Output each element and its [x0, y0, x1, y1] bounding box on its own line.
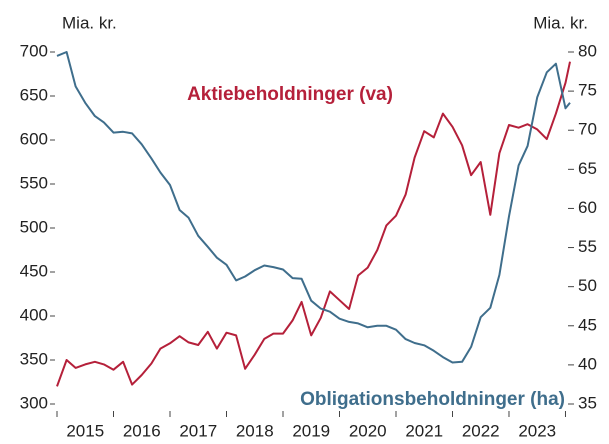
x-tick-label: 2022 [462, 421, 500, 440]
y2-tick-label: 55 [578, 237, 597, 256]
series-line [56, 51, 571, 364]
x-tick-label: 2023 [518, 421, 556, 440]
y-tick-label: 500 [20, 217, 48, 236]
x-tick-label: 2015 [66, 421, 104, 440]
y-tick-label: 600 [20, 129, 48, 148]
x-tick-label: 2020 [349, 421, 387, 440]
y-tick-label: 400 [20, 305, 48, 324]
x-tick-label: 2017 [179, 421, 217, 440]
y-tick-label: 650 [20, 85, 48, 104]
x-tick-label: 2018 [236, 421, 274, 440]
y2-tick-label: 45 [578, 315, 597, 334]
y2-axis-label: Mia. kr. [533, 13, 588, 32]
x-tick-label: 2019 [292, 421, 330, 440]
y2-tick-label: 60 [578, 198, 597, 217]
y2-tick-label: 80 [578, 41, 597, 60]
y2-tick-label: 70 [578, 120, 597, 139]
y-axis-label: Mia. kr. [62, 13, 117, 32]
x-tick-label: 2016 [123, 421, 161, 440]
y2-tick-label: 65 [578, 159, 597, 178]
y-tick-label: 300 [20, 393, 48, 412]
y2-tick-label: 35 [578, 393, 597, 412]
y-tick-label: 700 [20, 41, 48, 60]
y-tick-label: 350 [20, 349, 48, 368]
y2-tick-label: 50 [578, 276, 597, 295]
y-tick-label: 550 [20, 173, 48, 192]
x-tick-label: 2021 [405, 421, 443, 440]
y2-tick-label: 40 [578, 354, 597, 373]
series-label: Aktiebeholdninger (va) [187, 84, 393, 105]
y2-tick-label: 75 [578, 81, 597, 100]
series-line [56, 61, 571, 387]
y-tick-label: 450 [20, 261, 48, 280]
series-label: Obligationsbeholdninger (ha) [300, 389, 565, 410]
